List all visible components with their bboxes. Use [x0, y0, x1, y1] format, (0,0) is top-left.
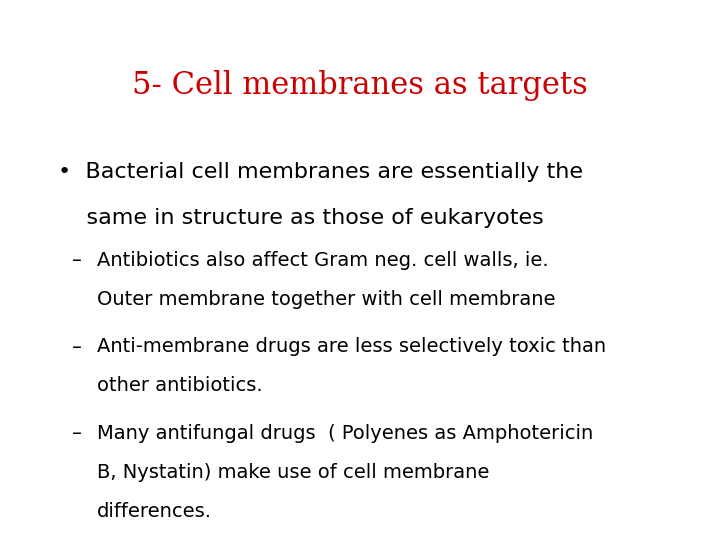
- Text: other antibiotics.: other antibiotics.: [97, 376, 263, 395]
- Text: same in structure as those of eukaryotes: same in structure as those of eukaryotes: [58, 208, 544, 228]
- Text: –: –: [72, 251, 82, 270]
- Text: Many antifungal drugs  ( Polyenes as Amphotericin: Many antifungal drugs ( Polyenes as Amph…: [97, 424, 593, 443]
- Text: –: –: [72, 338, 82, 356]
- Text: •  Bacterial cell membranes are essentially the: • Bacterial cell membranes are essential…: [58, 162, 582, 182]
- Text: Antibiotics also affect Gram neg. cell walls, ie.: Antibiotics also affect Gram neg. cell w…: [97, 251, 549, 270]
- Text: –: –: [72, 424, 82, 443]
- Text: B, Nystatin) make use of cell membrane: B, Nystatin) make use of cell membrane: [97, 463, 490, 482]
- Text: 5- Cell membranes as targets: 5- Cell membranes as targets: [132, 70, 588, 101]
- Text: Outer membrane together with cell membrane: Outer membrane together with cell membra…: [97, 290, 556, 309]
- Text: Anti-membrane drugs are less selectively toxic than: Anti-membrane drugs are less selectively…: [97, 338, 606, 356]
- Text: differences.: differences.: [97, 502, 212, 521]
